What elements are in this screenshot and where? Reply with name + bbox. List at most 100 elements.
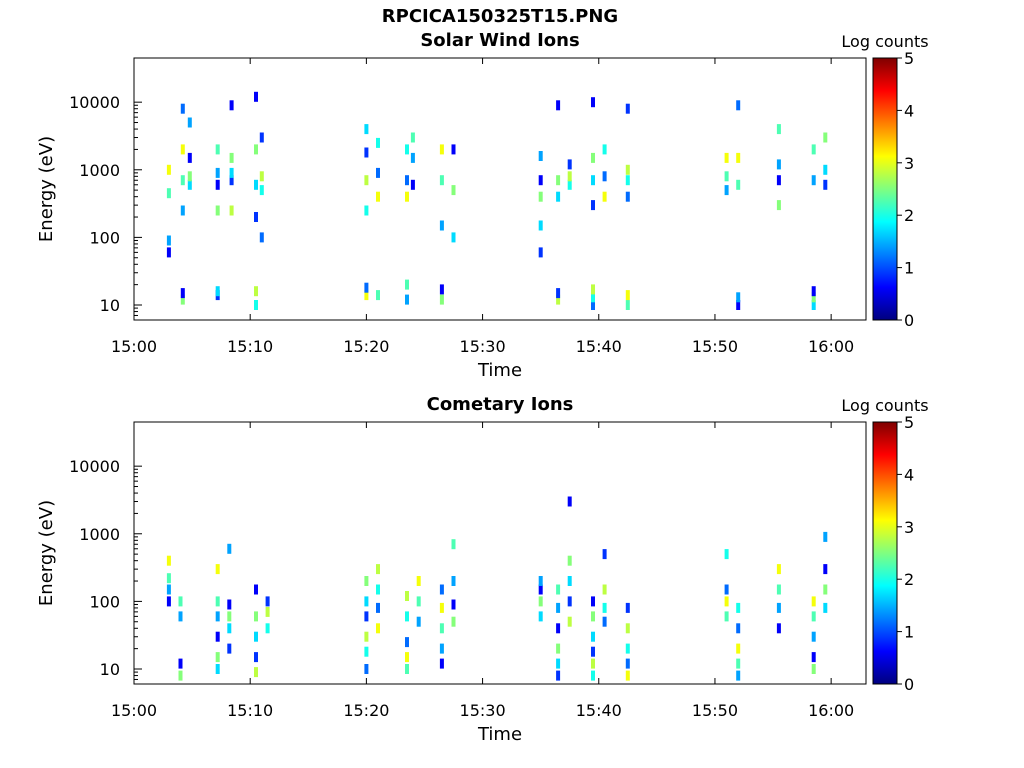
data-cell [215,564,220,575]
data-cell [724,185,729,196]
data-cell [736,670,741,681]
data-cell [591,97,595,108]
data-cell [823,584,828,595]
data-cell [187,117,192,128]
data-cell [811,611,816,622]
data-cell [410,179,415,190]
data-cell [376,584,380,595]
data-cell [556,658,561,669]
data-cell [591,300,595,310]
x-tick-label: 15:40 [576,337,622,356]
x-tick-label: 16:00 [808,337,854,356]
data-cell [439,284,444,295]
data-cell [625,602,630,613]
data-cell [376,602,380,613]
colorbar-gradient [872,57,898,321]
y-axis-ticks: 10 100 1000 10000 [69,93,142,321]
data-cell [538,151,543,161]
data-cell [364,290,369,301]
data-cell [724,171,729,182]
data-cell [254,91,258,102]
data-cell [166,584,171,595]
colorbar-tick-label: 0 [904,311,914,330]
data-cell [736,658,741,669]
data-cell [364,576,369,586]
data-cell [178,670,183,681]
data-cell [166,235,171,246]
y-tick-label: 100 [89,592,120,611]
data-cell [625,623,630,634]
data-cell [215,144,220,155]
data-cell [254,212,258,222]
data-cell [215,652,220,663]
data-cell [736,179,741,190]
data-cell [410,152,415,163]
data-cell [254,286,258,297]
solar-wind-marks [166,91,828,310]
data-cell [538,596,543,607]
data-cell [823,564,828,575]
data-cell [376,191,380,202]
data-cell [166,596,171,607]
colorbar-tick-label: 0 [904,675,914,694]
data-cell [227,543,232,554]
data-cell [556,602,561,613]
cometary-ions-panel: 15:00 15:10 15:20 15:30 15:40 15:50 16:00 1010… [36,421,867,745]
data-cell [625,300,630,310]
data-cell [776,602,781,613]
data-cell [376,167,380,178]
data-cell [556,643,561,654]
x-tick-label: 15:00 [111,337,157,356]
data-cell [591,175,595,186]
data-cell [724,584,729,595]
x-tick-label: 15:50 [692,701,738,720]
data-cell [364,611,369,622]
data-cell [178,611,183,622]
x-axis-label: Time [477,724,522,745]
data-cell [215,205,220,216]
y-tick-label: 1000 [79,525,120,544]
data-cell [811,652,816,663]
data-cell [364,147,369,158]
cometary-ions-marks [166,496,828,681]
data-cell [538,247,543,258]
data-cell [187,179,192,190]
data-cell [823,132,828,143]
data-cell [439,144,444,155]
data-cell [259,171,264,182]
data-cell [602,549,607,560]
data-cell [416,616,421,627]
data-cell [556,584,561,595]
data-cell [556,100,561,111]
data-cell [451,599,456,610]
data-cell [591,596,595,607]
data-cell [180,103,185,114]
data-cell [254,144,258,155]
data-cell [736,643,741,654]
data-cell [538,584,543,595]
data-cell [254,300,258,310]
data-cell [724,596,729,607]
data-cell [451,232,456,243]
data-cell [591,152,595,163]
data-cell [166,573,171,584]
data-cell [229,100,234,111]
data-cell [364,596,369,607]
data-cell [776,175,781,186]
data-cell [736,152,741,163]
data-cell [215,664,220,674]
data-cell [178,596,183,607]
data-cell [538,611,543,622]
data-cell [166,555,171,566]
colorbar-tick-label: 1 [904,623,914,642]
data-cell [556,191,561,202]
data-cell [439,584,444,595]
y-tick-label: 100 [89,228,120,247]
colorbar-tick-label: 3 [904,154,914,173]
x-tick-label: 15:40 [576,701,622,720]
data-cell [823,531,828,542]
data-cell [625,175,630,186]
data-cell [229,152,234,163]
data-cell [254,584,258,595]
data-cell [538,191,543,202]
